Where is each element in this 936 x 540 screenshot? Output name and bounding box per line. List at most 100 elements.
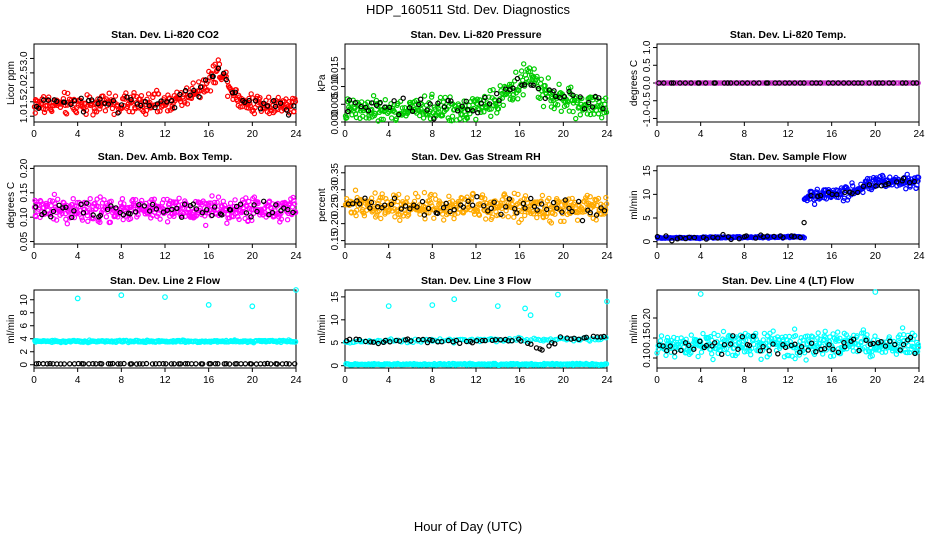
data-point [593,212,600,218]
data-point [479,192,486,198]
data-point [80,361,87,367]
data-point [292,96,298,102]
panel-title: Stan. Dev. Li-820 Pressure [410,29,541,41]
data-point [154,108,161,115]
data-point [474,193,480,200]
data-point [866,80,872,86]
data-point [373,97,380,104]
data-point [697,338,703,344]
data-point [671,349,678,355]
x-tick-label: 0 [31,375,37,386]
y-tick-label: 0.30 [330,180,341,200]
data-point [346,97,353,103]
data-point [459,195,465,201]
data-point [115,361,121,367]
panel-9: Stan. Dev. Line 4 (LT) Flow 0 4 8 12 16 20 24 0.… [629,275,925,386]
x-tick-label: 24 [290,375,302,386]
data-point [393,337,399,344]
data-point [421,93,428,99]
data-point [68,101,74,108]
data-point [598,334,604,340]
data-point [219,212,225,218]
data-point [449,113,456,120]
data-point [252,98,259,104]
y-tick-label: 0.5 [642,58,653,72]
data-point [90,361,96,367]
data-point [538,198,544,204]
data-point [356,336,363,343]
data-point [220,198,226,204]
x-tick-label: 4 [386,251,392,262]
outlier-point [872,289,879,295]
data-point [786,80,793,86]
data-point [882,343,889,349]
x-tick-label: 12 [782,251,794,262]
data-point [725,80,731,86]
data-point [854,333,860,339]
x-tick-label: 16 [514,251,526,262]
x-tick-label: 24 [601,375,613,386]
y-tick-label: 10 [330,314,341,326]
data-point [531,66,537,72]
data-point [232,89,239,96]
data-point [905,175,912,181]
data-point [552,211,558,217]
data-point [264,103,271,109]
outlier-point [555,291,561,298]
data-point [849,180,855,186]
data-point [712,80,719,86]
data-point [797,349,803,355]
data-point [728,341,734,347]
data-point [827,353,834,360]
data-point [354,198,360,204]
data-point [103,214,110,220]
x-tick-label: 4 [386,129,392,140]
data-point [257,106,264,112]
data-point [691,234,698,241]
data-point [904,349,911,356]
data-point [720,328,727,335]
data-point [503,204,509,210]
x-tick-label: 8 [430,129,436,140]
x-tick-label: 24 [290,251,302,262]
data-point [554,336,560,343]
data-point [394,198,401,205]
data-point [283,96,289,102]
data-point [387,104,393,111]
data-point [550,199,557,206]
data-point [848,336,854,342]
series-black [345,75,606,122]
data-point [540,214,547,221]
y-axis-label: percent [317,188,328,222]
data-point [497,83,503,89]
data-point [408,338,414,344]
data-point [47,360,53,367]
data-point [151,196,157,202]
series-black [345,193,608,224]
data-point [766,348,772,354]
data-point [721,342,728,348]
data-point [912,332,918,339]
data-point [292,339,299,345]
data-point [352,99,358,106]
data-point [467,110,473,117]
data-point [171,210,178,216]
data-point [869,353,876,359]
data-point [495,106,502,112]
data-point [739,334,746,340]
data-point [397,98,404,105]
data-point [469,340,476,346]
data-point [193,206,200,212]
data-point [543,337,549,343]
series-black [33,198,296,221]
data-point [129,109,136,115]
x-tick-label: 4 [698,251,704,262]
data-point [243,210,250,216]
data-point [83,200,90,206]
data-point [169,206,175,212]
outlier-point [494,303,501,310]
data-point [203,207,210,213]
data-point [835,80,841,86]
data-point [913,80,920,86]
data-point [583,334,590,340]
